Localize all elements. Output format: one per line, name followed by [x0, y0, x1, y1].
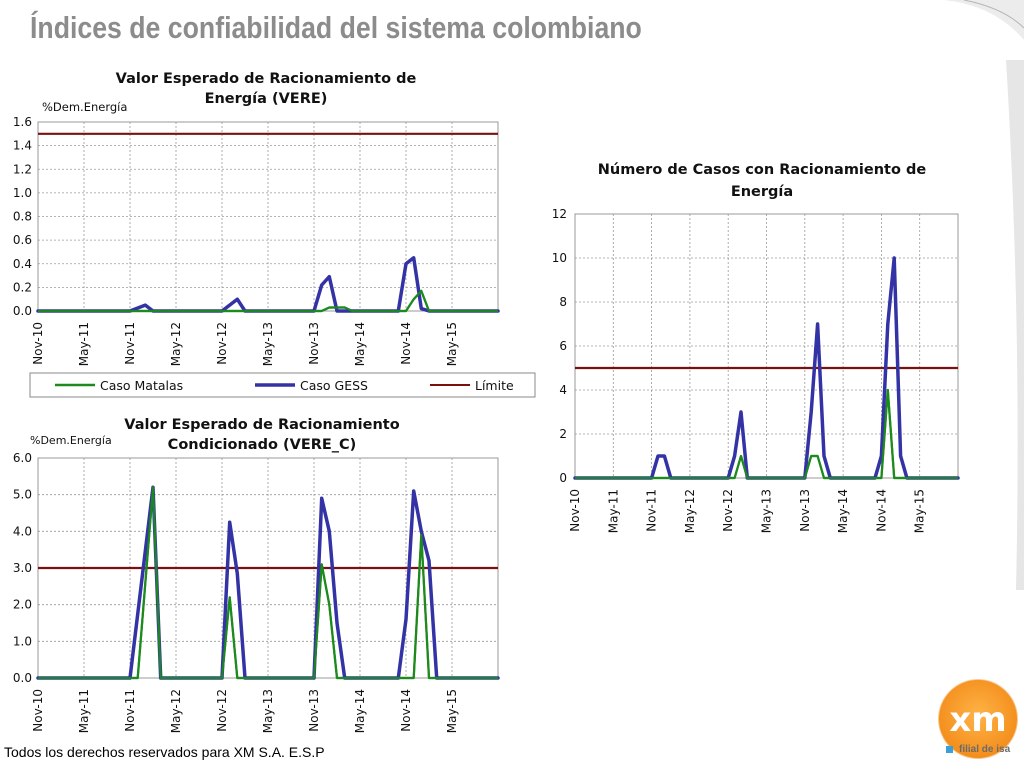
copyright-footer: Todos los derechos reservados para XM S.…: [4, 744, 325, 760]
x-tick-label: Nov-11: [645, 489, 659, 532]
x-tick-label: May-12: [169, 689, 183, 733]
legend-label-gess: Caso GESS: [300, 378, 368, 393]
x-tick-label: May-11: [606, 489, 620, 533]
logo-text: xm: [949, 700, 1006, 740]
y-tick-label: 4.0: [13, 524, 32, 538]
x-tick-label: Nov-14: [874, 489, 888, 532]
x-tick-label: May-12: [169, 322, 183, 366]
x-tick-label: May-13: [261, 689, 275, 733]
x-tick-label: May-13: [760, 489, 774, 533]
x-tick-label: May-15: [445, 322, 459, 366]
x-tick-label: Nov-13: [307, 689, 321, 732]
y-tick-label: 0.0: [13, 304, 32, 318]
y-tick-label: 0.4: [13, 257, 32, 271]
series-line-gess: [36, 256, 500, 313]
y-tick-label: 0: [559, 471, 567, 485]
y-tick-label: 4: [559, 383, 567, 397]
x-tick-label: Nov-13: [798, 489, 812, 532]
x-tick-label: Nov-11: [123, 689, 137, 732]
corner-decoration: [944, 0, 1024, 40]
legend: Caso Matalas Caso GESS Límite: [29, 372, 536, 398]
x-tick-label: May-15: [913, 489, 927, 533]
y-tick-label: 0.8: [13, 210, 32, 224]
series-line-matalas-overlay: [38, 289, 498, 313]
x-tick-label: Nov-11: [123, 322, 137, 365]
series-line-gess: [573, 256, 960, 480]
y-tick-label: 5.0: [13, 488, 32, 502]
y-tick-label: 2.0: [13, 598, 32, 612]
chart-title-line2: Condicionado (VERE_C): [168, 437, 357, 453]
logo-subtitle: filial de isa: [946, 744, 1010, 755]
x-tick-label: Nov-14: [399, 689, 413, 732]
y-tick-label: 6: [559, 339, 567, 353]
x-tick-label: May-14: [836, 489, 850, 533]
logo-subtitle-text: filial de isa: [959, 744, 1011, 755]
x-tick-label: Nov-10: [31, 322, 45, 365]
chart-title-line1: Valor Esperado de Racionamiento de: [116, 71, 417, 87]
x-tick-label: May-12: [683, 489, 697, 533]
y-axis-label: %Dem.Energía: [30, 434, 112, 447]
x-tick-label: Nov-10: [31, 689, 45, 732]
y-tick-label: 1.0: [13, 634, 32, 648]
x-tick-label: Nov-12: [215, 689, 229, 732]
slide-title: Índices de confiabilidad del sistema col…: [30, 10, 642, 45]
y-tick-label: 8: [559, 295, 567, 309]
series-line-matalas-overlay: [575, 388, 958, 480]
chart-title-line1: Valor Esperado de Racionamiento: [124, 417, 399, 433]
legend-label-matalas: Caso Matalas: [100, 378, 183, 393]
x-tick-label: Nov-13: [307, 322, 321, 365]
edge-decoration: [1006, 60, 1024, 590]
y-tick-label: 2: [559, 427, 567, 441]
y-tick-label: 1.2: [13, 162, 32, 176]
y-tick-label: 1.0: [13, 186, 32, 200]
chart-title-line2: Energía (VERE): [205, 91, 328, 107]
x-tick-label: Nov-12: [721, 489, 735, 532]
x-tick-label: May-14: [353, 689, 367, 733]
x-tick-label: Nov-12: [215, 322, 229, 365]
vere-c-chart: Valor Esperado de Racionamiento Condicio…: [13, 417, 500, 733]
logo-square-icon: [946, 745, 953, 753]
y-tick-label: 1.6: [13, 115, 32, 129]
y-tick-label: 0.6: [13, 233, 32, 247]
chart-title-line1: Número de Casos con Racionamiento de: [598, 162, 927, 178]
chart-title-line2: Energía: [731, 184, 793, 200]
x-tick-label: Nov-10: [568, 489, 582, 532]
vere-chart: Valor Esperado de Racionamiento de Energ…: [13, 71, 536, 398]
x-tick-label: Nov-14: [399, 322, 413, 365]
y-tick-label: 6.0: [13, 451, 32, 465]
x-tick-label: May-11: [77, 322, 91, 366]
y-tick-label: 10: [552, 251, 567, 265]
x-tick-label: May-14: [353, 322, 367, 366]
y-axis-label: %Dem.Energía: [42, 100, 127, 114]
y-tick-label: 0.0: [13, 671, 32, 685]
x-tick-label: May-15: [445, 689, 459, 733]
x-tick-label: May-11: [77, 689, 91, 733]
y-tick-label: 0.2: [13, 280, 32, 294]
legend-label-limite: Límite: [475, 378, 514, 393]
series-line-matalas-overlay: [38, 486, 498, 680]
casos-chart: Número de Casos con Racionamiento de Ene…: [552, 162, 960, 533]
y-tick-label: 12: [552, 207, 567, 221]
y-tick-label: 1.4: [13, 139, 32, 153]
y-tick-label: 3.0: [13, 561, 32, 575]
x-tick-label: May-13: [261, 322, 275, 366]
xm-logo: xm: [937, 678, 1019, 760]
